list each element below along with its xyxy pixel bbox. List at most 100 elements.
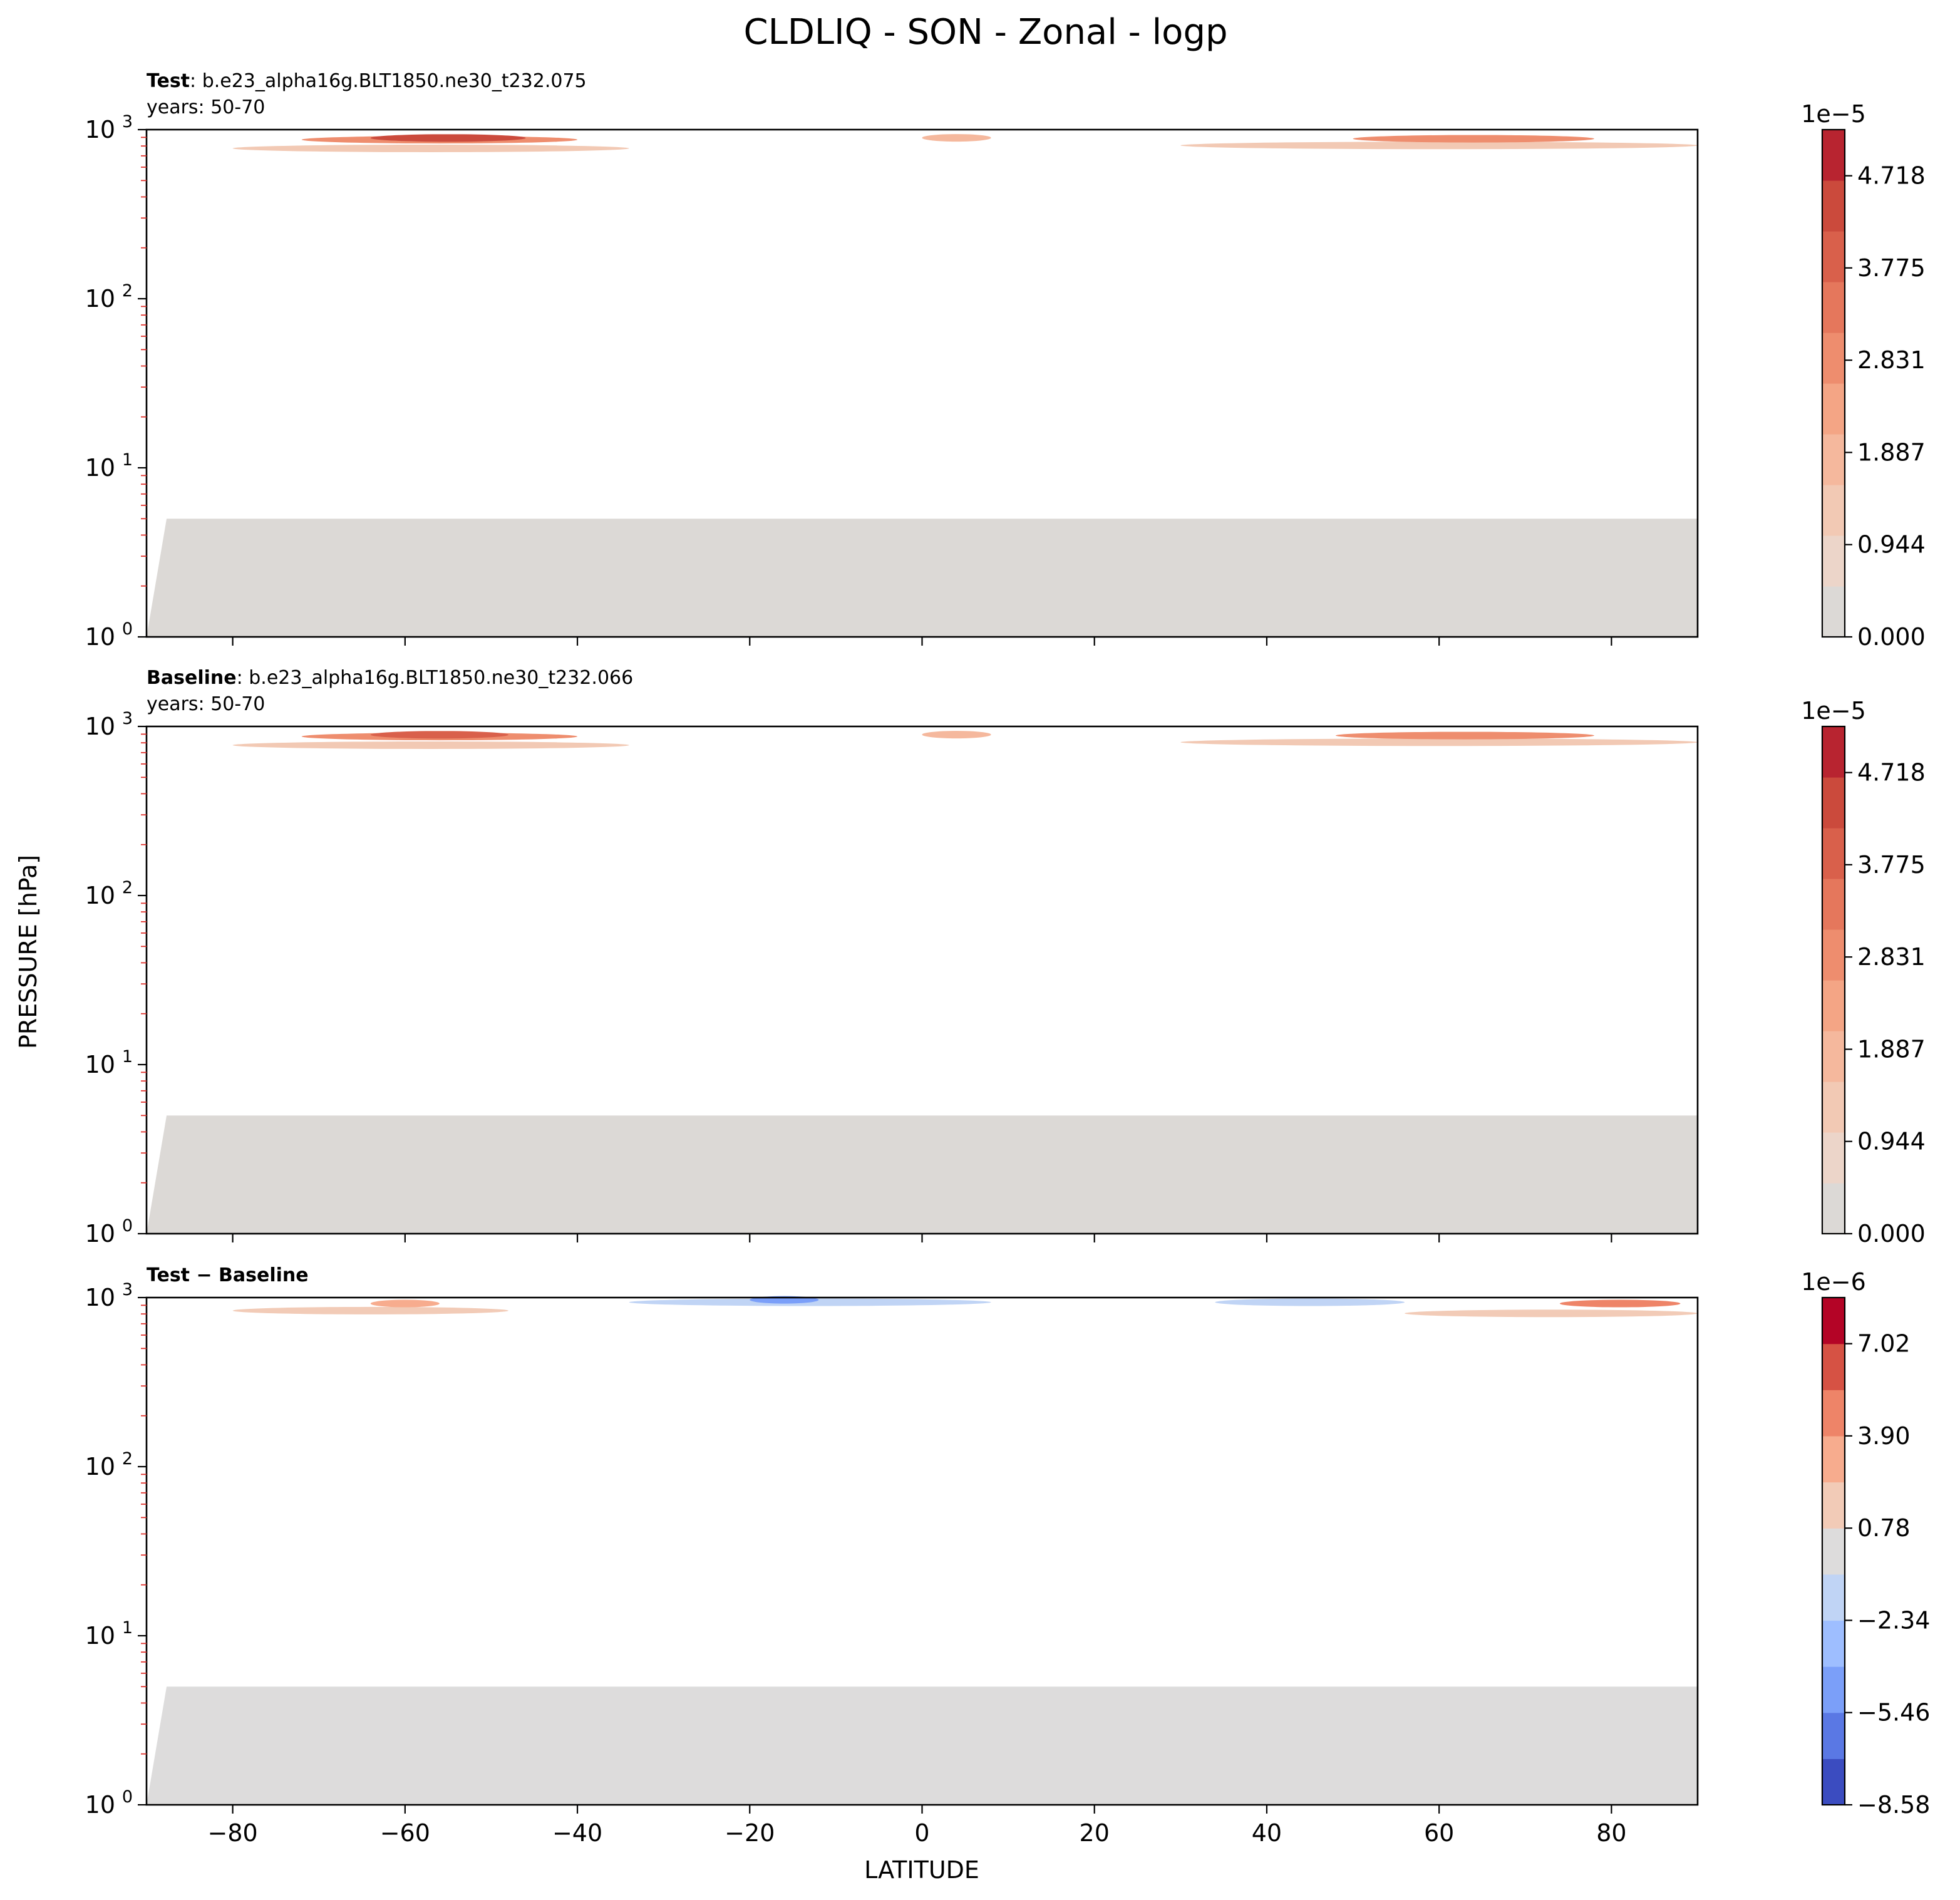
colorbar-tick-label: −2.34 bbox=[1857, 1606, 1930, 1634]
contour-6 bbox=[1405, 1309, 1698, 1318]
y-tick-base: 10 bbox=[85, 882, 115, 909]
colorbar-frame bbox=[1821, 725, 1846, 1235]
colorbar-segment bbox=[1822, 1031, 1845, 1082]
colorbar-tick-label: 0.000 bbox=[1857, 623, 1926, 651]
y-tick-base: 10 bbox=[85, 1284, 115, 1311]
x-tick-label: −40 bbox=[552, 1819, 602, 1847]
x-tick-label: 20 bbox=[1080, 1819, 1110, 1847]
y-tick-exponent: 1 bbox=[122, 1618, 133, 1638]
contour-5 bbox=[1215, 1298, 1405, 1306]
y-tick-exponent: 0 bbox=[122, 1216, 133, 1236]
colorbar-segment bbox=[1822, 1712, 1845, 1759]
contour-5 bbox=[1336, 731, 1594, 740]
y-tick-base: 10 bbox=[85, 1622, 115, 1650]
panel-case-name: b.e23_alpha16g.BLT1850.ne30_t232.075 bbox=[202, 70, 587, 92]
colorbar-tick-label: 0.944 bbox=[1857, 1128, 1926, 1155]
x-tick-label: 0 bbox=[914, 1819, 929, 1847]
y-tick-exponent: 3 bbox=[122, 112, 133, 132]
y-tick-exponent: 0 bbox=[122, 1787, 133, 1807]
contour-2 bbox=[370, 1299, 440, 1308]
y-tick-label: 10 bbox=[85, 882, 115, 909]
y-tick-label: 10 bbox=[85, 116, 115, 143]
panel-label-separator: : bbox=[190, 70, 202, 92]
contour-4 bbox=[1180, 142, 1698, 150]
y-tick-exponent: 3 bbox=[122, 709, 133, 728]
panel-label-bold: Baseline bbox=[147, 667, 237, 689]
colorbar-tick-label: 1.887 bbox=[1857, 1035, 1926, 1063]
y-tick-label: 10 bbox=[85, 713, 115, 740]
colorbar-segment bbox=[1822, 1666, 1845, 1713]
panel-1: 10 0 10 1 10 2 10 3 Test: b.e23_alpha16g.BLT1850… bbox=[85, 70, 1926, 651]
colorbar-segment bbox=[1822, 1343, 1845, 1390]
x-tick-label: −20 bbox=[725, 1819, 775, 1847]
colorbar-segment bbox=[1822, 383, 1845, 435]
colorbar-tick-label: 1.887 bbox=[1857, 438, 1926, 466]
y-tick-base: 10 bbox=[85, 285, 115, 312]
y-tick-base: 10 bbox=[85, 116, 115, 143]
y-tick-base: 10 bbox=[85, 1791, 115, 1819]
terrain-mask bbox=[147, 726, 233, 1234]
colorbar-segment bbox=[1822, 586, 1845, 638]
x-tick-label: 60 bbox=[1424, 1819, 1454, 1847]
y-tick-base: 10 bbox=[85, 713, 115, 740]
y-tick-label: 10 bbox=[85, 1284, 115, 1311]
colorbar-segment bbox=[1822, 980, 1845, 1031]
y-tick-exponent: 2 bbox=[122, 281, 133, 301]
colorbar-segment bbox=[1822, 434, 1845, 485]
colorbar-multiplier: 1e−6 bbox=[1801, 1268, 1866, 1296]
colorbar-segment bbox=[1822, 485, 1845, 536]
colorbar-segment bbox=[1822, 879, 1845, 930]
y-tick-exponent: 3 bbox=[122, 1280, 133, 1299]
colorbar-segment bbox=[1822, 1435, 1845, 1483]
colorbar-tick-label: 2.831 bbox=[1857, 943, 1926, 971]
colorbar-tick-label: −8.58 bbox=[1857, 1791, 1930, 1819]
y-tick-label: 10 bbox=[85, 454, 115, 482]
colorbar-tick-label: 3.775 bbox=[1857, 851, 1926, 879]
terrain-mask bbox=[147, 130, 233, 637]
contour-3 bbox=[370, 731, 508, 739]
colorbar-segment bbox=[1822, 1574, 1845, 1621]
contour-1 bbox=[232, 741, 629, 749]
field-fill bbox=[147, 519, 1698, 637]
y-tick-label: 10 bbox=[85, 1220, 115, 1247]
contour-6 bbox=[922, 134, 991, 142]
colorbar-segment bbox=[1822, 726, 1845, 778]
y-tick-base: 10 bbox=[85, 1453, 115, 1480]
colorbar-segment bbox=[1822, 1183, 1845, 1234]
y-tick-label: 10 bbox=[85, 1791, 115, 1819]
y-tick-exponent: 0 bbox=[122, 619, 133, 639]
panel-label: Baseline: b.e23_alpha16g.BLT1850.ne30_t2… bbox=[147, 667, 633, 689]
y-axis-label: PRESSURE [hPa] bbox=[14, 855, 42, 1049]
y-tick-label: 10 bbox=[85, 285, 115, 312]
colorbar-segment bbox=[1822, 180, 1845, 232]
colorbar-tick-label: 7.02 bbox=[1857, 1330, 1911, 1358]
colorbar-segment bbox=[1822, 929, 1845, 981]
y-tick-base: 10 bbox=[85, 454, 115, 482]
colorbar-segment bbox=[1822, 282, 1845, 333]
y-tick-exponent: 2 bbox=[122, 1449, 133, 1469]
panel-label: Test − Baseline bbox=[147, 1264, 309, 1286]
colorbar-tick-label: 4.718 bbox=[1857, 759, 1926, 787]
colorbar-tick-label: 0.000 bbox=[1857, 1220, 1926, 1247]
colorbar-segment bbox=[1822, 777, 1845, 829]
colorbar-segment bbox=[1822, 1482, 1845, 1529]
y-tick-label: 10 bbox=[85, 1622, 115, 1650]
colorbar-segment bbox=[1822, 1620, 1845, 1667]
colorbar-frame bbox=[1821, 128, 1846, 638]
colorbar-tick-label: 3.775 bbox=[1857, 254, 1926, 282]
colorbar-tick-label: 0.78 bbox=[1857, 1514, 1911, 1542]
colorbar-segment bbox=[1822, 1132, 1845, 1184]
colorbar-segment bbox=[1822, 535, 1845, 587]
y-tick-label: 10 bbox=[85, 1051, 115, 1078]
colorbar-segment bbox=[1822, 1390, 1845, 1437]
y-tick-base: 10 bbox=[85, 623, 115, 651]
panel-years: years: 50-70 bbox=[147, 96, 265, 118]
panel-years: years: 50-70 bbox=[147, 693, 265, 715]
colorbar-multiplier: 1e−5 bbox=[1801, 697, 1866, 725]
x-tick-label: −80 bbox=[208, 1819, 258, 1847]
panel-label-bold: Test bbox=[147, 70, 190, 92]
colorbar-tick-label: 0.944 bbox=[1857, 531, 1926, 559]
figure-title: CLDLIQ - SON - Zonal - logp bbox=[743, 12, 1227, 53]
panel-2: 10 0 10 1 10 2 10 3 Baseline: b.e23_alpha16g.BLT… bbox=[85, 667, 1926, 1247]
